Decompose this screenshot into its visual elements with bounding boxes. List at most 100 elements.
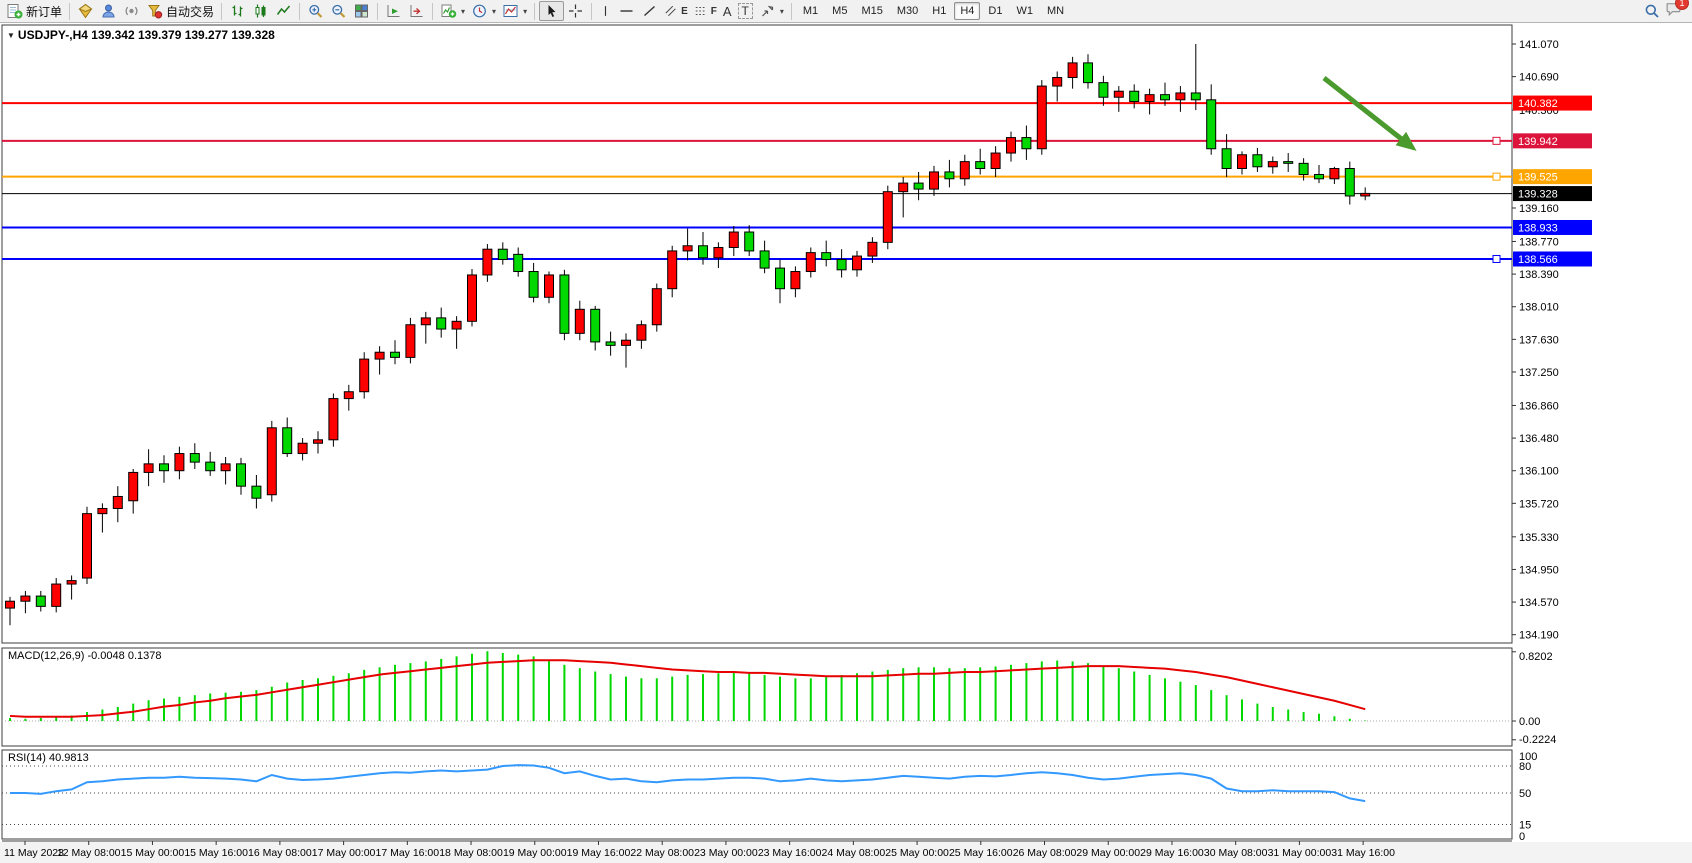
- timeframe-h4[interactable]: H4: [954, 2, 981, 20]
- vertical-line-tool-button[interactable]: [596, 1, 615, 21]
- horizontal-line-icon: [620, 10, 633, 12]
- separator: [432, 2, 434, 20]
- macd-indicator-label: MACD(12,26,9) -0.0048 0.1378: [8, 650, 162, 662]
- cursor-tool-button[interactable]: [539, 1, 565, 21]
- chevron-down-icon[interactable]: ▾: [461, 6, 466, 16]
- fibonacci-tool-button[interactable]: F: [691, 1, 720, 21]
- svg-text:134.570: 134.570: [1519, 597, 1559, 609]
- svg-text:141.070: 141.070: [1519, 39, 1559, 51]
- indicators-button[interactable]: ▾: [437, 1, 468, 21]
- separator: [591, 2, 593, 20]
- chart-title: ▼ USDJPY-,H4 139.342 139.379 139.277 139.…: [7, 28, 275, 42]
- svg-text:11 May 2023: 11 May 2023: [4, 847, 64, 859]
- svg-text:23 May 00:00: 23 May 00:00: [694, 847, 758, 859]
- bar-chart-mode-button[interactable]: [226, 1, 249, 21]
- svg-text:17 May 00:00: 17 May 00:00: [312, 847, 376, 859]
- chevron-down-icon[interactable]: ▾: [492, 6, 497, 16]
- svg-text:0: 0: [1519, 831, 1525, 843]
- arrows-tool-button[interactable]: ▾: [756, 1, 787, 21]
- market-watch-button[interactable]: [74, 1, 97, 21]
- equidistant-channel-tool-button[interactable]: E: [661, 1, 691, 21]
- terminal-button[interactable]: [120, 1, 143, 21]
- new-order-icon: [7, 4, 23, 19]
- candlestick-mode-button[interactable]: [249, 1, 272, 21]
- price-badge: [1513, 251, 1592, 267]
- timeframe-mn[interactable]: MN: [1046, 5, 1065, 17]
- arrow-annotation[interactable]: [1322, 76, 1417, 151]
- chart-shift-button[interactable]: [405, 1, 428, 21]
- navigator-button[interactable]: [97, 1, 120, 21]
- crosshair-tool-button[interactable]: [564, 1, 587, 21]
- svg-text:139.328: 139.328: [1518, 189, 1558, 201]
- label-tool-icon: T: [737, 3, 753, 19]
- timeframe-m30[interactable]: M30: [896, 5, 919, 17]
- line-handle[interactable]: [1492, 254, 1501, 263]
- zoom-in-button[interactable]: [304, 1, 327, 21]
- trendline-icon: [644, 5, 656, 17]
- timeframe-w1[interactable]: W1: [1016, 5, 1033, 17]
- svg-text:139.160: 139.160: [1519, 203, 1559, 215]
- svg-text:137.250: 137.250: [1519, 367, 1559, 379]
- crosshair-icon: [569, 4, 583, 18]
- chat-button[interactable]: 1: [1664, 0, 1689, 22]
- auto-scroll-button[interactable]: [382, 1, 405, 21]
- line-handle[interactable]: [1492, 136, 1501, 145]
- svg-text:29 May 16:00: 29 May 16:00: [1140, 847, 1204, 859]
- chart-title-text: USDJPY-,H4 139.342 139.379 139.277 139.3…: [17, 28, 275, 42]
- tile-windows-button[interactable]: [350, 1, 373, 21]
- svg-text:139.942: 139.942: [1518, 136, 1558, 148]
- zoom-out-button[interactable]: [327, 1, 350, 21]
- zoom-out-icon: [332, 4, 346, 18]
- price-badge: [1513, 133, 1592, 149]
- main-chart-panel: [1, 24, 1513, 644]
- tile-windows-icon: [355, 4, 369, 18]
- channel-icon: [665, 5, 676, 17]
- new-order-button[interactable]: 新订单: [3, 1, 65, 21]
- svg-text:29 May 00:00: 29 May 00:00: [1076, 847, 1140, 859]
- horizontal-line-tool-button[interactable]: [615, 1, 638, 21]
- svg-text:0.00: 0.00: [1519, 716, 1540, 728]
- svg-text:50: 50: [1519, 788, 1531, 800]
- line-handle[interactable]: [1492, 172, 1501, 181]
- separator: [377, 2, 379, 20]
- timeframe-m15[interactable]: M15: [861, 5, 883, 17]
- chart-dropdown-icon[interactable]: ▼: [7, 31, 15, 40]
- svg-text:19 May 00:00: 19 May 00:00: [503, 847, 567, 859]
- template-chart-icon: [503, 5, 518, 17]
- svg-text:80: 80: [1519, 761, 1531, 773]
- svg-text:139.525: 139.525: [1518, 172, 1558, 184]
- channel-label: E: [681, 5, 688, 17]
- vertical-line-icon: [605, 6, 607, 16]
- templates-button[interactable]: ▾: [499, 1, 530, 21]
- separator: [299, 2, 301, 20]
- periods-button[interactable]: ▾: [468, 1, 499, 21]
- new-order-label: 新订单: [26, 4, 63, 19]
- notification-badge: 1: [1675, 0, 1689, 10]
- chevron-down-icon[interactable]: ▾: [779, 6, 784, 16]
- svg-text:31 May 00:00: 31 May 00:00: [1268, 847, 1332, 859]
- text-tool-button[interactable]: A: [720, 1, 735, 21]
- line-chart-mode-button[interactable]: [272, 1, 295, 21]
- clock-icon: [473, 4, 486, 18]
- svg-text:0.8202: 0.8202: [1519, 651, 1553, 663]
- search-button[interactable]: [1640, 1, 1664, 21]
- autotrading-button[interactable]: 自动交易: [143, 1, 217, 21]
- price-badge: [1513, 186, 1592, 202]
- svg-text:138.770: 138.770: [1519, 236, 1559, 248]
- text-label-tool-button[interactable]: T: [735, 1, 756, 21]
- timeframe-h1[interactable]: H1: [932, 5, 947, 17]
- auto-scroll-icon: [387, 5, 400, 17]
- timeframe-d1[interactable]: D1: [988, 5, 1003, 17]
- fibonacci-label: F: [710, 5, 717, 17]
- svg-text:136.860: 136.860: [1519, 400, 1559, 412]
- svg-text:134.190: 134.190: [1519, 630, 1559, 642]
- svg-text:135.330: 135.330: [1519, 532, 1559, 544]
- horizontal-lines[interactable]: [2, 102, 1512, 260]
- search-icon: [1645, 4, 1659, 18]
- chevron-down-icon[interactable]: ▾: [523, 6, 528, 16]
- timeframe-m1[interactable]: M1: [802, 5, 819, 17]
- trendline-tool-button[interactable]: [638, 1, 661, 21]
- timeframe-m5[interactable]: M5: [832, 5, 848, 17]
